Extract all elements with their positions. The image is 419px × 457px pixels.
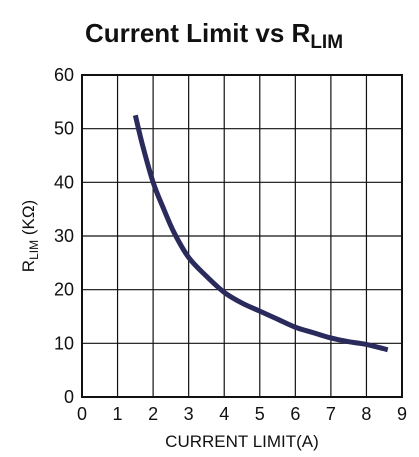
x-tick-label: 6	[290, 404, 300, 424]
y-axis-label: RLIM (KΩ)	[19, 200, 41, 272]
x-tick-label: 5	[255, 404, 265, 424]
x-tick-label: 9	[397, 404, 407, 424]
x-tick-label: 8	[361, 404, 371, 424]
y-tick-label: 40	[54, 172, 74, 192]
chart-title-subscript: LIM	[310, 32, 343, 53]
chart-title-main: Current Limit vs R	[85, 18, 311, 48]
y-axis-label-unit: (KΩ)	[19, 200, 38, 240]
x-tick-label: 7	[326, 404, 336, 424]
x-tick-label: 4	[219, 404, 229, 424]
series-line-1	[132, 114, 389, 353]
y-axis-label-subscript: LIM	[27, 240, 41, 260]
y-tick-label: 60	[54, 65, 74, 85]
series-layer	[132, 114, 389, 353]
chart-title: Current Limit vs RLIM	[85, 18, 343, 53]
x-axis-label: CURRENT LIMIT(A)	[165, 432, 319, 451]
x-tick-label: 2	[148, 404, 158, 424]
x-tick-label: 0	[77, 404, 87, 424]
y-tick-label: 50	[54, 119, 74, 139]
y-tick-label: 30	[54, 226, 74, 246]
y-axis-label-main: R	[19, 260, 38, 272]
x-tick-label: 3	[184, 404, 194, 424]
tick-labels: 0 1 2 3 4 5 6 7 8 9 0 10 20 30 40 50 60	[54, 65, 407, 424]
y-tick-label: 20	[54, 280, 74, 300]
grid	[81, 74, 403, 398]
plot-frame	[81, 74, 403, 398]
y-tick-label: 10	[54, 333, 74, 353]
y-tick-label: 0	[64, 387, 74, 407]
x-tick-label: 1	[113, 404, 123, 424]
